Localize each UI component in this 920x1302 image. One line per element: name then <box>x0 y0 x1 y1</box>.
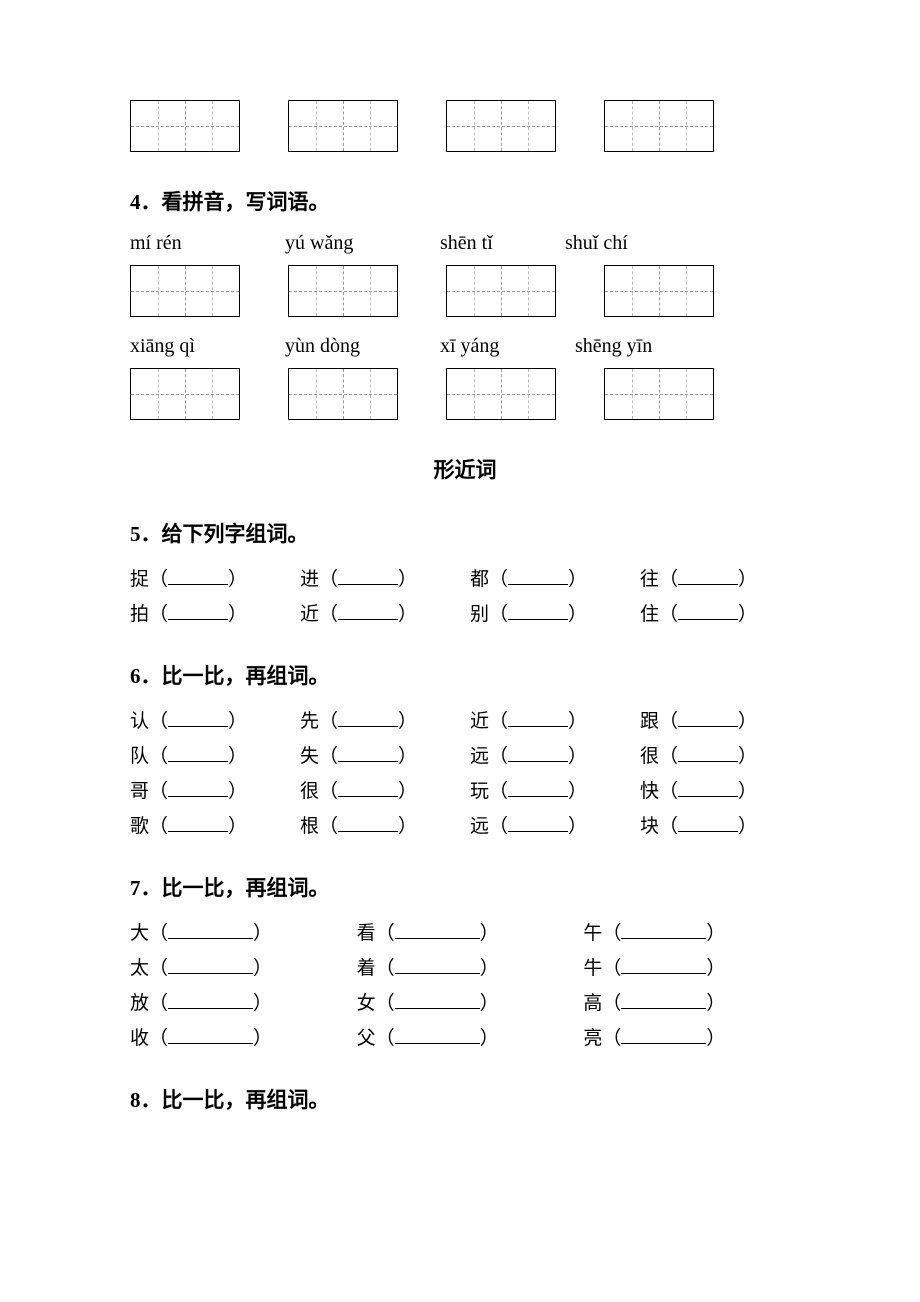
word-item: 亮（） <box>583 1023 800 1050</box>
word-item: 玩（） <box>470 776 630 803</box>
word-item: 看（） <box>357 918 574 945</box>
word-item: 都（） <box>470 564 630 591</box>
question-4-title: 4．看拼音，写词语。 <box>130 186 800 216</box>
tianzige-box <box>288 100 398 152</box>
pinyin-item: mí rén <box>130 232 280 255</box>
writing-box-row <box>130 265 800 317</box>
writing-box-row <box>130 368 800 420</box>
word-item: 近（） <box>300 599 460 626</box>
tianzige-box <box>604 265 714 317</box>
q6-grid: 认（） 先（） 近（） 跟（） 队（） 失（） 远（） 很（） 哥（） 很（） … <box>130 706 800 838</box>
tianzige-box <box>604 368 714 420</box>
word-item: 拍（） <box>130 599 290 626</box>
question-5-title: 5．给下列字组词。 <box>130 518 800 548</box>
question-7-title: 7．比一比，再组词。 <box>130 872 800 902</box>
word-item: 哥（） <box>130 776 290 803</box>
pinyin-item: yùn dòng <box>285 335 435 358</box>
tianzige-box <box>130 265 240 317</box>
word-item: 女（） <box>357 988 574 1015</box>
word-item: 快（） <box>640 776 800 803</box>
question-8-title: 8．比一比，再组词。 <box>130 1084 800 1114</box>
word-item: 放（） <box>130 988 347 1015</box>
q5-grid: 捉（） 进（） 都（） 往（） 拍（） 近（） 别（） 住（） <box>130 564 800 626</box>
word-item: 很（） <box>640 741 800 768</box>
pinyin-item: xiāng qì <box>130 335 280 358</box>
pinyin-row-2: xiāng qì yùn dòng xī yáng shēng yīn <box>130 335 800 358</box>
word-item: 失（） <box>300 741 460 768</box>
pinyin-row-1: mí rén yú wǎng shēn tǐ shuǐ chí <box>130 232 800 255</box>
tianzige-box <box>446 368 556 420</box>
q7-grid: 大（） 看（） 午（） 太（） 着（） 牛（） 放（） 女（） 高（） 收（） … <box>130 918 800 1050</box>
pinyin-item: yú wǎng <box>285 232 435 255</box>
word-item: 认（） <box>130 706 290 733</box>
tianzige-box <box>288 368 398 420</box>
word-item: 着（） <box>357 953 574 980</box>
section-title: 形近词 <box>130 454 800 484</box>
tianzige-box <box>446 265 556 317</box>
word-item: 块（） <box>640 811 800 838</box>
tianzige-box <box>130 100 240 152</box>
word-item: 歌（） <box>130 811 290 838</box>
word-item: 跟（） <box>640 706 800 733</box>
question-6-title: 6．比一比，再组词。 <box>130 660 800 690</box>
word-item: 队（） <box>130 741 290 768</box>
word-item: 往（） <box>640 564 800 591</box>
pinyin-item: shēng yīn <box>575 335 652 358</box>
word-item: 先（） <box>300 706 460 733</box>
word-item: 别（） <box>470 599 630 626</box>
word-item: 根（） <box>300 811 460 838</box>
word-item: 近（） <box>470 706 630 733</box>
writing-box-row <box>130 100 800 152</box>
tianzige-box <box>446 100 556 152</box>
word-item: 远（） <box>470 811 630 838</box>
tianzige-box <box>130 368 240 420</box>
word-item: 太（） <box>130 953 347 980</box>
word-item: 大（） <box>130 918 347 945</box>
word-item: 父（） <box>357 1023 574 1050</box>
word-item: 远（） <box>470 741 630 768</box>
word-item: 午（） <box>583 918 800 945</box>
word-item: 捉（） <box>130 564 290 591</box>
tianzige-box <box>604 100 714 152</box>
word-item: 住（） <box>640 599 800 626</box>
tianzige-box <box>288 265 398 317</box>
pinyin-item: shēn tǐ <box>440 232 560 255</box>
word-item: 很（） <box>300 776 460 803</box>
word-item: 进（） <box>300 564 460 591</box>
word-item: 高（） <box>583 988 800 1015</box>
pinyin-item: xī yáng <box>440 335 570 358</box>
word-item: 收（） <box>130 1023 347 1050</box>
word-item: 牛（） <box>583 953 800 980</box>
pinyin-item: shuǐ chí <box>565 232 628 255</box>
